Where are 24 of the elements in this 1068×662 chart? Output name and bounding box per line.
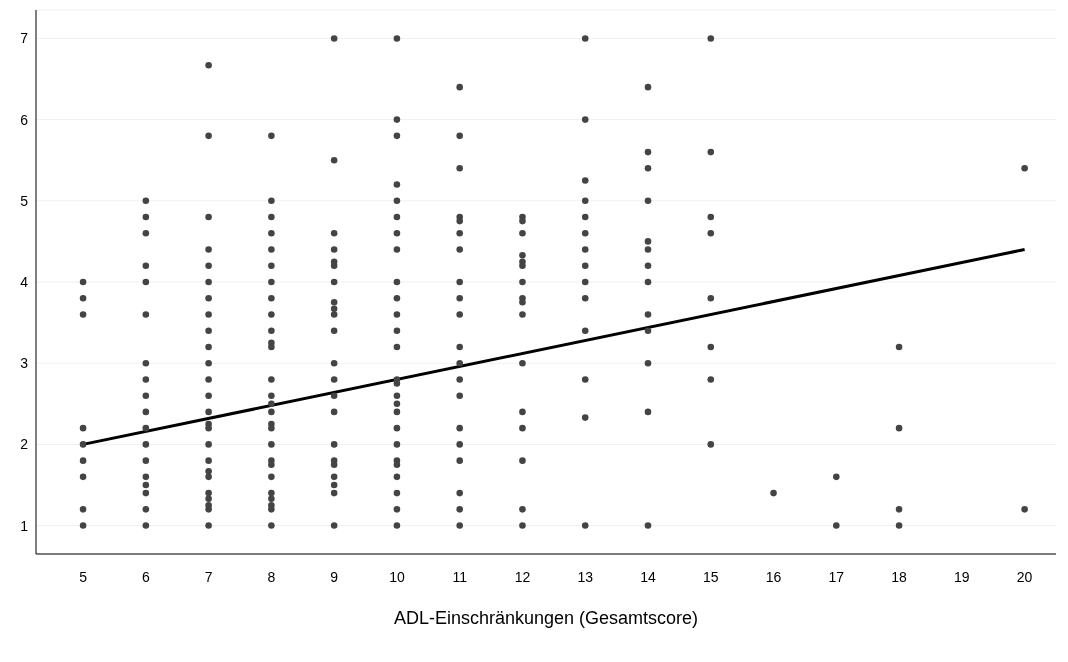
x-tick-label: 10 xyxy=(389,568,405,585)
x-tick-label: 9 xyxy=(330,568,339,585)
x-axis-title: ADL-Einschränkungen (Gesamtscore) xyxy=(393,608,699,628)
y-tick-label: 7 xyxy=(20,30,29,47)
x-tick-label: 12 xyxy=(514,568,531,585)
x-tick-label: 17 xyxy=(828,568,845,585)
y-tick-label: 5 xyxy=(20,192,29,209)
y-tick-label: 1 xyxy=(20,517,29,534)
y-tick-label: 2 xyxy=(20,436,29,453)
x-tick-label: 8 xyxy=(267,568,276,585)
x-tick-label: 5 xyxy=(79,568,88,585)
x-tick-label: 19 xyxy=(954,568,970,585)
x-tick-label: 6 xyxy=(141,568,150,585)
x-tick-label: 16 xyxy=(765,568,782,585)
x-tick-label: 15 xyxy=(702,568,719,585)
y-tick-label: 3 xyxy=(20,355,29,372)
x-tick-label: 13 xyxy=(577,568,594,585)
x-tick-label: 7 xyxy=(204,568,213,585)
y-tick-label: 6 xyxy=(20,111,29,128)
x-tick-label: 20 xyxy=(1016,568,1033,585)
y-tick-label: 4 xyxy=(20,273,29,290)
x-tick-label: 18 xyxy=(891,568,908,585)
x-tick-label: 11 xyxy=(452,568,468,585)
x-tick-label: 14 xyxy=(640,568,656,585)
